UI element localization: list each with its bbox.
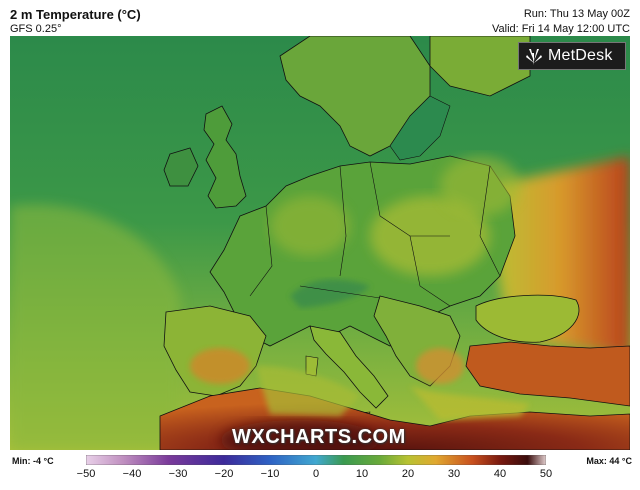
brand-name: MetDesk (548, 47, 613, 64)
great-britain (203, 105, 247, 209)
finland (429, 36, 531, 97)
colorbar-tick-label: −40 (122, 468, 142, 480)
metdesk-brand: MetDesk (518, 42, 626, 70)
valid-time: Valid: Fri 14 May 12:00 UTC (492, 23, 630, 35)
colorbar-tick-label: 10 (355, 468, 369, 480)
map-title: 2 m Temperature (°C) (10, 7, 141, 22)
atlantic-warm-band (10, 204, 180, 450)
watermark: WXCHARTS.COM (232, 426, 406, 448)
colorbar-tick-label: 50 (539, 468, 553, 480)
sahara-hot-core (220, 420, 380, 450)
alps-cool-area (290, 279, 370, 308)
germany-patch (270, 196, 350, 256)
italy (309, 325, 389, 409)
western-mediterranean (256, 366, 360, 416)
color-scale-legend: Min: -4 °C −50 −40 −30 −20 −10 0 10 20 30 40 50 (0, 452, 640, 490)
baltic-sea (389, 95, 451, 161)
country-borders (249, 161, 501, 307)
temperature-map (10, 36, 630, 450)
map-canvas (10, 36, 630, 450)
eastern-mediterranean (410, 386, 530, 420)
colorbar-tick-label: −50 (76, 468, 96, 480)
colorbar-tick-label: 0 (312, 468, 320, 480)
colorbar (86, 455, 546, 465)
baltic-states-patch (440, 156, 520, 216)
anatolia (465, 341, 630, 407)
colorbar-tick-label: 40 (493, 468, 507, 480)
colorbar-tick-label: −10 (260, 468, 280, 480)
colorbar-tick-label: 30 (447, 468, 461, 480)
colorbar-tick-label: 20 (401, 468, 415, 480)
scandinavia (279, 36, 431, 157)
run-time: Run: Thu 13 May 00Z (523, 8, 630, 20)
metdesk-logo-icon (526, 49, 542, 65)
ireland (163, 147, 199, 187)
min-temperature: Min: -4 °C (12, 456, 54, 466)
colorbar-tick-label: −20 (214, 468, 234, 480)
corsica-sardinia (305, 355, 319, 377)
black-sea (475, 294, 580, 343)
max-temperature: Max: 44 °C (586, 456, 632, 466)
colorbar-tick-label: −30 (168, 468, 188, 480)
model-label: GFS 0.25° (10, 23, 62, 35)
greece-warm (416, 348, 464, 384)
south-spain-warm (190, 348, 250, 384)
